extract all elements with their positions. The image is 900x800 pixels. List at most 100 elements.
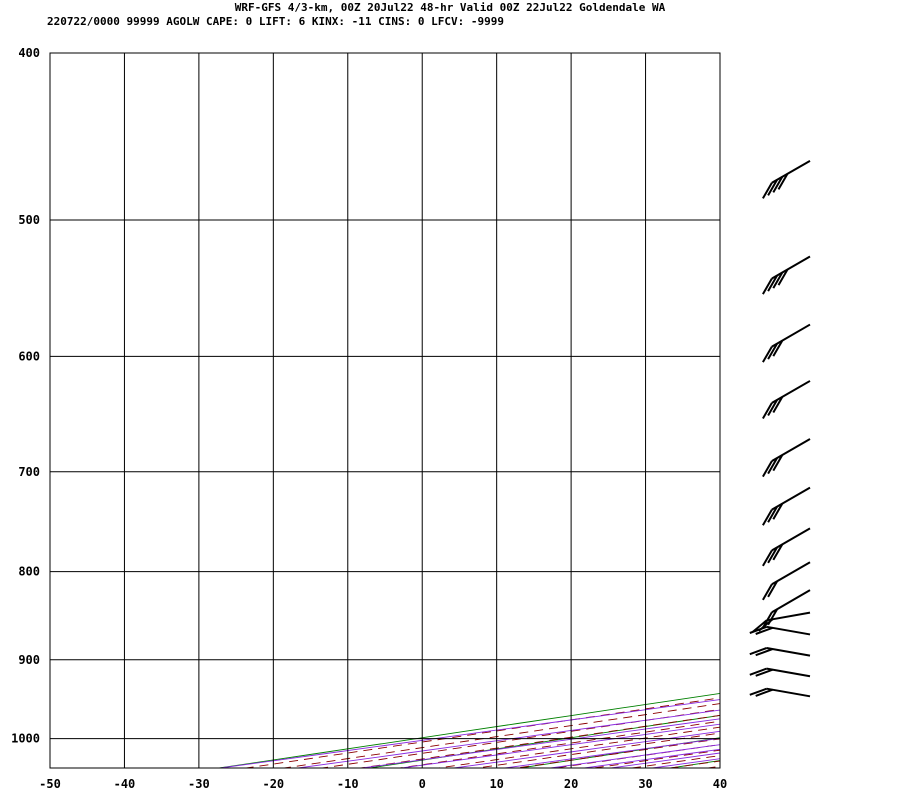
mixing-ratio-line [501, 737, 720, 768]
wind-barb [749, 667, 811, 678]
wind-barb-shaft [766, 647, 811, 657]
wind-barbs [749, 159, 811, 698]
temperature-tick-label: -30 [188, 777, 210, 791]
moist-adiabat [513, 738, 720, 768]
pressure-tick-label: 600 [18, 349, 40, 363]
dry-adiabat [856, 15, 900, 800]
wind-barb-flag [767, 179, 778, 196]
pressure-tick-label: 500 [18, 213, 40, 227]
dry-adiabat [517, 737, 720, 768]
temperature-tick-label: 20 [564, 777, 578, 791]
wind-barb-flag [772, 454, 784, 472]
wind-barb-flag [772, 272, 784, 289]
wind-barb [762, 323, 811, 363]
wind-barb-flag [755, 668, 773, 677]
wind-barb-shaft [771, 438, 811, 462]
temperature-tick-label: 0 [419, 777, 426, 791]
dry-adiabat [703, 15, 900, 800]
wind-barb-flag [767, 546, 778, 564]
wind-barb [749, 687, 811, 698]
wind-barb-flag [772, 503, 784, 520]
wind-barb-flag [755, 626, 773, 635]
wind-barb-flag [762, 509, 773, 526]
wind-barb-flag [777, 173, 789, 190]
background-lines [216, 15, 900, 800]
temperature-tick-label: -50 [39, 777, 61, 791]
grid-lines [49, 52, 721, 768]
chart-header-line2: 220722/0000 99999 AGOLW CAPE: 0 LIFT: 6 … [47, 15, 504, 28]
pressure-tick-label: 900 [18, 653, 40, 667]
wind-barb-flag [755, 688, 773, 697]
pressure-tick-label: 400 [18, 46, 40, 60]
temperature-tick-label: 30 [638, 777, 652, 791]
moist-adiabat [474, 732, 720, 768]
moist-adiabat [396, 720, 720, 768]
wind-barb-shaft [771, 561, 811, 586]
wind-barb-flag [767, 580, 778, 598]
chart-header-line1: WRF-GFS 4/3-km, 00Z 20Jul22 48-hr Valid … [235, 1, 666, 14]
temperature-tick-label: -10 [337, 777, 359, 791]
wind-barb-shaft [766, 667, 811, 678]
mixing-ratio-line [217, 699, 720, 768]
wind-barb-shaft [766, 625, 811, 636]
wind-barb-flag [762, 460, 773, 478]
wind-barb-flag [762, 583, 773, 601]
wind-barb-flag [762, 402, 773, 419]
moist-adiabat [628, 755, 720, 768]
wind-barb [749, 647, 811, 657]
mixing-ratio-line [581, 748, 720, 768]
temperature-tick-label: 10 [489, 777, 503, 791]
moist-adiabat [435, 726, 720, 768]
moist-adiabat [590, 749, 720, 768]
wind-barb-flag [762, 549, 773, 567]
wind-barb-flag [749, 687, 768, 696]
wind-barb [762, 159, 811, 199]
wind-barb-flag [772, 176, 784, 193]
wind-barb-shaft [771, 323, 811, 348]
wind-barb-shaft [771, 380, 811, 404]
wind-barb [749, 625, 811, 636]
pressure-tick-label: 1000 [11, 732, 40, 746]
wind-barb-flag [749, 625, 768, 634]
wind-barb-flag [767, 506, 778, 523]
wind-barb-shaft [766, 687, 811, 698]
temperature-tick-label: -40 [114, 777, 136, 791]
dry-adiabat [668, 760, 720, 768]
wind-barb [762, 380, 811, 419]
wind-barb-shaft [771, 486, 811, 511]
wind-barb-shaft [771, 159, 811, 184]
wind-barb-flag [749, 667, 768, 676]
moist-adiabat [281, 703, 720, 768]
wind-barb-flag [762, 346, 773, 363]
wind-barb-flag [772, 340, 784, 357]
mixing-ratio-line [398, 723, 720, 768]
wind-barb [762, 486, 811, 526]
wind-barb-flag [772, 543, 784, 561]
wind-barb [762, 527, 811, 567]
moist-adiabat [319, 708, 720, 768]
plot-frame [49, 52, 721, 769]
mixing-ratio-line [450, 730, 720, 768]
wind-barb-flag [767, 399, 778, 416]
wind-barb-flag [767, 343, 778, 360]
wind-barb-shaft [771, 255, 811, 280]
wind-barb-shaft [771, 527, 811, 552]
wind-barb-flag [749, 647, 768, 656]
temperature-tick-label: -20 [262, 777, 284, 791]
wind-barb-flag [767, 275, 778, 292]
wind-barb-flag [777, 269, 789, 286]
wind-barb [762, 561, 811, 601]
dry-adiabat [366, 714, 720, 768]
wind-barb-flag [767, 457, 778, 475]
wind-barb-flag [752, 619, 768, 633]
wind-barb-shaft [766, 611, 811, 622]
pressure-axis: 400 500 600 700 800 900 1000 [11, 46, 40, 746]
temperature-tick-label: 40 [713, 777, 727, 791]
mixing-ratio-line [358, 718, 720, 768]
moist-adiabat [552, 744, 720, 768]
dry-adiabat [216, 692, 720, 768]
mixing-ratio-line [294, 709, 720, 768]
mixing-ratio-line [607, 752, 720, 768]
moist-adiabat [705, 765, 720, 768]
